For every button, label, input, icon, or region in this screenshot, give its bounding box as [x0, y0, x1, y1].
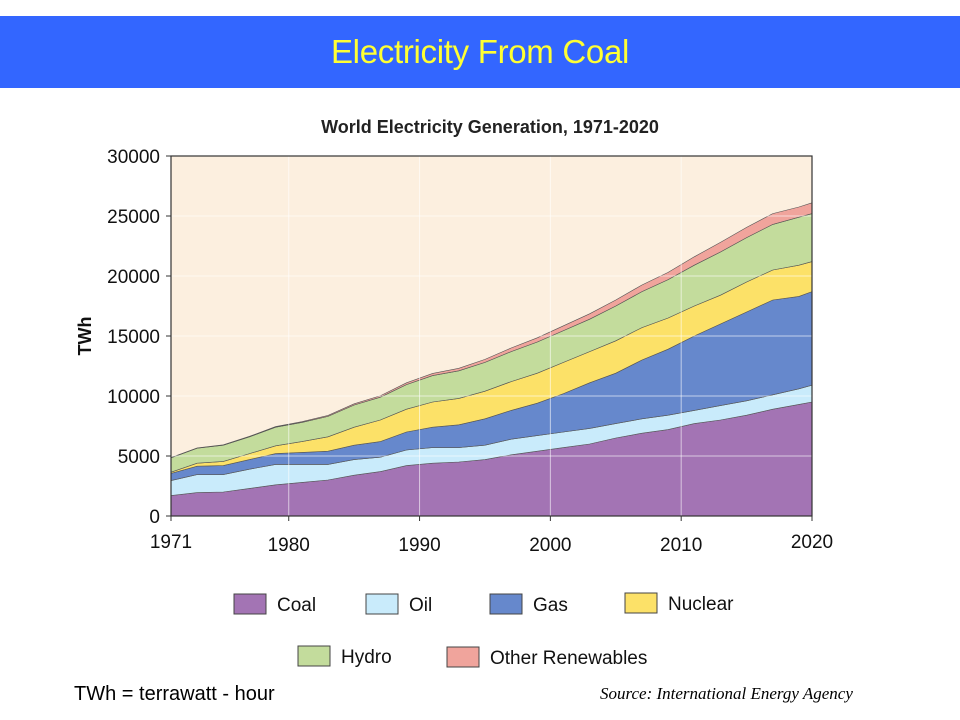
x-tick-label: 1990 — [398, 535, 440, 556]
legend-label-oil: Oil — [409, 595, 432, 616]
y-tick-label: 20000 — [107, 267, 160, 288]
x-tick-label: 2000 — [529, 535, 571, 556]
legend-swatch-hydro — [297, 645, 331, 667]
x-tick-label: 1980 — [268, 535, 310, 556]
y-tick-label: 5000 — [118, 447, 160, 468]
legend-swatch-coal — [233, 593, 267, 615]
chart-title: World Electricity Generation, 1971-2020 — [321, 117, 659, 137]
legend-swatch-gas — [489, 593, 523, 615]
y-tick-label: 30000 — [107, 147, 160, 168]
y-axis-label: TWh — [75, 317, 95, 356]
plot-area: 0 5000 10000 15000 20000 25000 30000 1971 1980 19… — [107, 147, 833, 556]
x-tick-label: 2010 — [660, 535, 702, 556]
x-tick-label: 2020 — [791, 532, 833, 553]
legend-swatch-oil — [365, 593, 399, 615]
y-tick-label: 25000 — [107, 207, 160, 228]
y-tick-label: 15000 — [107, 327, 160, 348]
title-banner: Electricity From Coal — [0, 16, 960, 88]
legend: Coal Oil Gas Nuclear Hydro Other Renewables — [233, 592, 734, 669]
legend-swatch-nuclear — [624, 592, 658, 614]
legend-label-hydro: Hydro — [341, 647, 392, 668]
legend-label-nuclear: Nuclear — [668, 594, 734, 615]
footnote: TWh = terrawatt - hour — [74, 683, 275, 705]
x-tick-label: 1971 — [150, 532, 192, 553]
slide-title: Electricity From Coal — [330, 33, 630, 70]
legend-label-coal: Coal — [277, 595, 316, 616]
legend-label-gas: Gas — [533, 595, 568, 616]
y-tick-label: 10000 — [107, 387, 160, 408]
y-tick-label: 0 — [149, 507, 160, 528]
legend-swatch-other-renewables — [446, 646, 480, 668]
source-note: Source: International Energy Agency — [600, 684, 853, 703]
legend-label-other-renewables: Other Renewables — [490, 648, 647, 669]
